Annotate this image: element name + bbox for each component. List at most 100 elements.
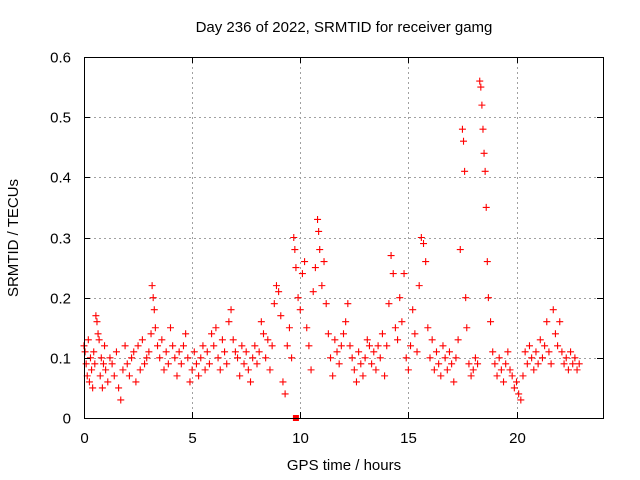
y-tick-label: 0.1 xyxy=(50,351,71,368)
data-point xyxy=(253,360,261,368)
data-point xyxy=(298,270,306,278)
y-axis-title: SRMTID / TECUs xyxy=(5,179,22,297)
data-point xyxy=(169,342,177,350)
data-point xyxy=(484,294,492,302)
y-tick-label: 0 xyxy=(63,411,71,428)
data-point xyxy=(417,234,425,241)
data-point xyxy=(478,101,486,109)
x-tick-label: 20 xyxy=(509,430,526,447)
data-point xyxy=(543,318,551,326)
data-point xyxy=(327,354,335,362)
data-point xyxy=(413,348,421,356)
data-point xyxy=(426,354,434,362)
data-point xyxy=(335,360,343,368)
data-point xyxy=(445,348,453,356)
data-point xyxy=(430,366,438,374)
data-point xyxy=(348,354,356,362)
axis-ticks xyxy=(84,57,603,419)
data-point xyxy=(352,378,360,386)
data-point xyxy=(569,360,577,368)
y-tick-label: 0.2 xyxy=(50,291,71,308)
data-point xyxy=(110,372,118,380)
data-point xyxy=(545,348,553,356)
data-point xyxy=(409,306,417,314)
data-point xyxy=(333,348,341,356)
data-point xyxy=(307,366,315,374)
data-point xyxy=(231,348,239,356)
data-point xyxy=(415,282,423,290)
data-point xyxy=(483,258,491,266)
data-point xyxy=(98,384,106,392)
data-point xyxy=(225,318,233,326)
data-point xyxy=(365,342,373,350)
data-point xyxy=(460,137,468,145)
data-point xyxy=(167,324,174,332)
data-point xyxy=(361,354,369,362)
data-point xyxy=(90,348,98,356)
data-point xyxy=(279,378,287,386)
data-point xyxy=(420,240,428,248)
data-point xyxy=(534,360,542,368)
data-point xyxy=(96,372,104,380)
data-point xyxy=(84,336,92,344)
data-point xyxy=(208,330,216,338)
data-point xyxy=(465,360,473,368)
data-point xyxy=(489,348,497,356)
data-point xyxy=(227,306,235,314)
data-point xyxy=(134,342,142,350)
x-tick-labels: 0 5 10 15 20 xyxy=(80,430,526,447)
data-point xyxy=(493,372,501,380)
data-point xyxy=(506,366,514,374)
data-point xyxy=(456,246,464,254)
data-point xyxy=(311,264,319,272)
data-point xyxy=(439,342,447,350)
data-point xyxy=(350,366,358,374)
data-point xyxy=(391,324,399,332)
data-point xyxy=(547,360,555,368)
x-axis-title: GPS time / hours xyxy=(287,457,401,474)
data-point xyxy=(432,348,440,356)
data-point xyxy=(115,384,123,392)
data-point xyxy=(130,348,138,356)
data-point xyxy=(411,330,419,338)
data-point xyxy=(205,360,213,368)
data-point xyxy=(471,354,479,362)
data-point xyxy=(515,390,523,398)
data-point xyxy=(141,360,149,368)
data-point xyxy=(575,360,583,368)
data-point xyxy=(458,125,466,133)
data-point xyxy=(136,366,144,374)
data-point xyxy=(95,336,103,344)
data-point xyxy=(428,336,436,344)
x-tick-label: 10 xyxy=(292,430,309,447)
data-point xyxy=(182,330,190,338)
data-point xyxy=(461,167,469,175)
data-point xyxy=(538,354,546,362)
data-point xyxy=(402,354,410,362)
data-point xyxy=(331,336,339,344)
chart-title: Day 236 of 2022, SRMTID for receiver gam… xyxy=(196,19,493,36)
data-point xyxy=(562,354,570,362)
data-point xyxy=(479,125,487,133)
data-point xyxy=(236,372,244,380)
data-point xyxy=(551,330,559,338)
data-point xyxy=(277,312,285,320)
data-point xyxy=(112,348,120,356)
data-point xyxy=(513,378,520,386)
data-point xyxy=(201,366,209,374)
data-point xyxy=(229,336,237,344)
data-point xyxy=(500,378,508,386)
data-point xyxy=(368,360,376,368)
data-point xyxy=(145,348,153,356)
data-point xyxy=(190,348,198,356)
data-point xyxy=(476,77,484,85)
data-point xyxy=(156,354,164,362)
data-point xyxy=(359,372,367,380)
data-point xyxy=(316,246,324,254)
data-point xyxy=(195,372,203,380)
data-point xyxy=(487,318,495,326)
data-point xyxy=(454,336,462,344)
data-point xyxy=(125,372,133,380)
data-point xyxy=(491,360,499,368)
data-point xyxy=(234,354,242,362)
